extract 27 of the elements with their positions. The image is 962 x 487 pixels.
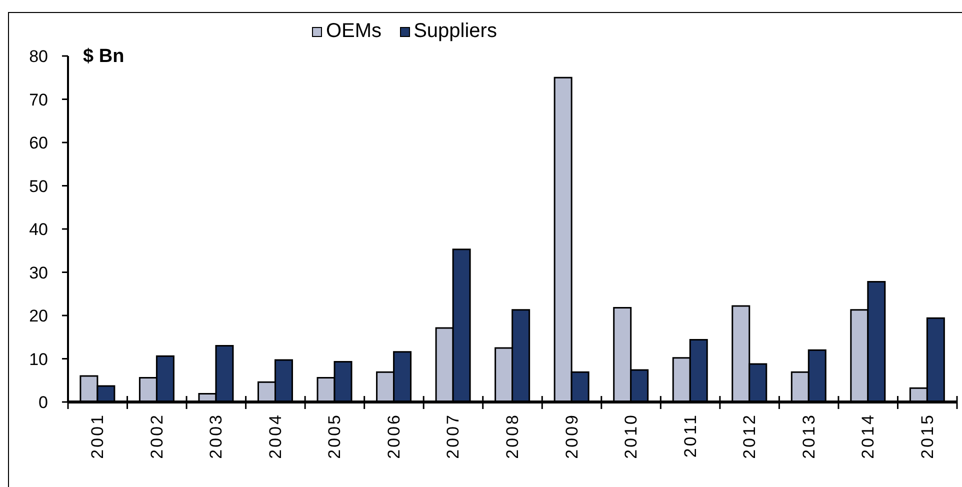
legend-label: OEMs [326,20,382,43]
x-tick-label: 2008 [503,413,522,459]
x-tick-label: 2003 [206,413,226,459]
x-tick-label: 2010 [622,413,641,459]
y-tick-label: 40 [29,220,48,240]
y-tick-label: 60 [29,134,48,153]
legend-label: Suppliers [414,20,497,43]
y-tick-label: 30 [29,263,48,282]
x-tick-label: 2007 [444,413,463,459]
x-tick-label: 2014 [858,413,878,459]
y-tick-label: 0 [38,393,48,412]
x-tick-label: 2012 [740,413,760,459]
y-tick-label: 50 [29,176,48,196]
x-tick-label: 2002 [147,413,166,459]
y-tick-label: 70 [29,90,48,110]
x-tick-label: 2006 [384,413,404,459]
y-tick-label: 80 [29,47,48,66]
x-tick-label: 2011 [680,413,700,458]
y-axis-title: $ Bn [83,46,124,68]
x-tick-label: 2001 [88,413,108,459]
x-tick-label: 2015 [918,413,937,459]
y-tick-label: 10 [29,350,48,369]
x-tick-label: 2004 [266,413,285,459]
x-tick-label: 2005 [325,413,344,459]
x-tick-label: 2009 [562,413,582,459]
y-tick-label: 20 [29,306,48,326]
x-tick-label: 2013 [799,413,818,459]
